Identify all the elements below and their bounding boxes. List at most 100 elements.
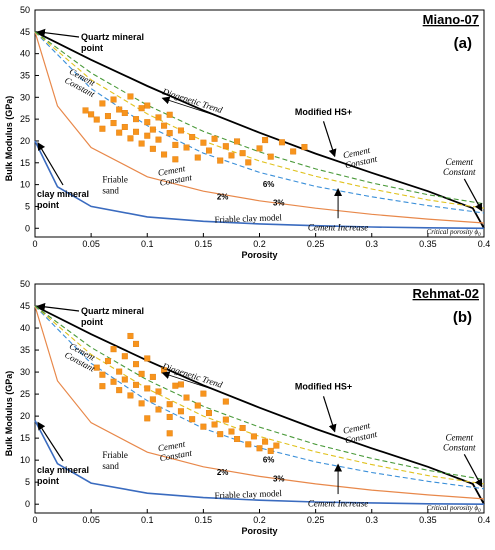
x-tick-label: 0.4 [478, 515, 491, 525]
data-point [144, 102, 151, 109]
clay-arrow [37, 142, 64, 186]
quartz-label: Quartz mineral point [81, 32, 144, 53]
well-title: Miano-07 [423, 12, 479, 27]
data-point [262, 137, 269, 144]
y-tick-label: 35 [20, 345, 30, 355]
x-tick-label: 0.25 [307, 515, 325, 525]
data-point [177, 127, 184, 134]
data-point [149, 126, 156, 133]
data-point [166, 111, 173, 118]
y-tick-label: 10 [20, 455, 30, 465]
data-point [121, 123, 128, 130]
data-point [121, 376, 128, 383]
data-point [189, 134, 196, 141]
x-tick-label: 0.35 [419, 515, 437, 525]
data-point [104, 358, 111, 365]
data-point [99, 371, 106, 378]
data-point [127, 93, 134, 100]
data-point [217, 157, 224, 164]
data-point [155, 136, 162, 143]
data-point [149, 145, 156, 152]
data-point [110, 120, 117, 127]
diagenetic-arrow [161, 371, 220, 392]
x-axis-title: Porosity [241, 526, 277, 536]
data-point [273, 442, 280, 449]
data-point [138, 400, 145, 407]
data-point [144, 119, 151, 126]
data-point [200, 390, 207, 397]
data-point [116, 106, 123, 113]
data-point [99, 383, 106, 390]
y-tick-label: 30 [20, 92, 30, 102]
modified-hs-label: Modified HS+ [295, 382, 352, 392]
y-tick-label: 35 [20, 70, 30, 80]
panel-label: (b) [453, 309, 472, 326]
data-point [262, 438, 269, 445]
data-point [110, 346, 117, 353]
data-point [138, 370, 145, 377]
data-point [161, 122, 168, 129]
data-point [110, 378, 117, 385]
diagenetic-arrow [161, 96, 220, 118]
data-point [172, 156, 179, 163]
data-point [222, 416, 229, 423]
y-tick-label: 20 [20, 136, 30, 146]
data-point [161, 151, 168, 158]
data-point [222, 143, 229, 150]
friable-sand-label: Friable sand [102, 450, 128, 471]
cement-word: Cement [157, 439, 186, 454]
data-point [133, 128, 140, 135]
x-tick-label: 0.3 [365, 239, 378, 249]
data-point [211, 135, 218, 142]
data-point [245, 441, 252, 448]
quartz-arrow [37, 28, 80, 38]
data-point [144, 132, 151, 139]
modified-hs-arrow [322, 396, 337, 433]
cement-increase-label: Cement Increase [308, 222, 368, 232]
y-axis-title: Bulk Modulus (GPa) [4, 96, 14, 182]
x-tick-label: 0.2 [253, 515, 266, 525]
data-point [234, 138, 241, 145]
x-tick-label: 0.35 [419, 239, 437, 249]
data-point [166, 430, 173, 437]
data-point [177, 408, 184, 415]
data-point [301, 144, 308, 151]
curve-modified-hs- [34, 30, 485, 229]
data-point [166, 401, 173, 408]
curve-friable-clay-model [34, 140, 485, 230]
data-point [256, 145, 263, 152]
y-tick-label: 50 [20, 279, 30, 289]
data-point [194, 154, 201, 161]
x-tick-label: 0.1 [141, 515, 154, 525]
y-tick-label: 25 [20, 114, 30, 124]
x-tick-label: 0 [32, 239, 37, 249]
y-tick-label: 15 [20, 158, 30, 168]
clay-label: clay mineral point [37, 465, 89, 486]
quartz-label: Quartz mineral point [81, 306, 144, 327]
data-point [155, 406, 162, 413]
cement-constant-right-arrow [463, 178, 483, 212]
pct-2-label: 2% [217, 468, 229, 477]
modified-hs-label: Modified HS+ [295, 107, 352, 117]
data-point [200, 139, 207, 146]
y-axis-title: Bulk Modulus (GPa) [4, 371, 14, 457]
data-point [110, 96, 117, 103]
x-axis-title: Porosity [241, 250, 277, 260]
data-point [267, 447, 274, 454]
y-tick-label: 30 [20, 367, 30, 377]
data-point [93, 364, 100, 371]
cement-constant-label-right: Cement Constant [443, 432, 476, 452]
cement-constant-right-arrow [463, 454, 483, 488]
modified-hs-arrow [322, 121, 337, 158]
chart-panel-a: 0 0.05 0.1 0.15 0.2 0.25 0.3 0.35 0.4 0 5 10 15 20 25 3… [4, 5, 490, 260]
data-point [99, 125, 106, 132]
data-point [177, 381, 184, 388]
data-point [155, 114, 162, 121]
well-title: Rehmat-02 [413, 286, 479, 301]
data-point [99, 100, 106, 107]
y-tick-label: 40 [20, 323, 30, 333]
data-point [116, 368, 123, 375]
